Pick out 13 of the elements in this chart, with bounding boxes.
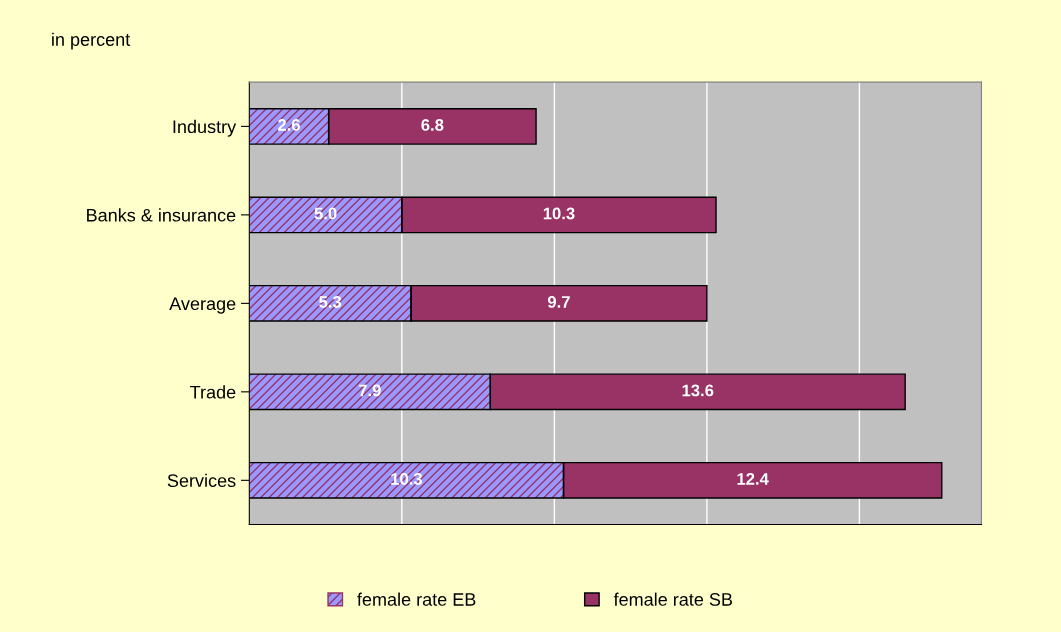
legend-label: female rate EB xyxy=(357,592,476,606)
text: in percent xyxy=(52,32,131,50)
y-tick-label: Services xyxy=(167,473,236,488)
y-tick-label: Banks & insurance xyxy=(87,208,236,222)
y-tick-label: Industry xyxy=(173,119,237,137)
legend-label: female rate SB xyxy=(613,592,733,606)
data-label: 12.4 xyxy=(737,472,769,485)
data-label: 13.6 xyxy=(682,384,714,397)
y-tick-label: Average xyxy=(169,297,236,314)
data-label: 10.3 xyxy=(543,207,575,220)
data-label: 6.8 xyxy=(421,119,444,131)
data-label: 9.7 xyxy=(547,296,570,308)
y-tick-label: Trade xyxy=(190,385,236,399)
